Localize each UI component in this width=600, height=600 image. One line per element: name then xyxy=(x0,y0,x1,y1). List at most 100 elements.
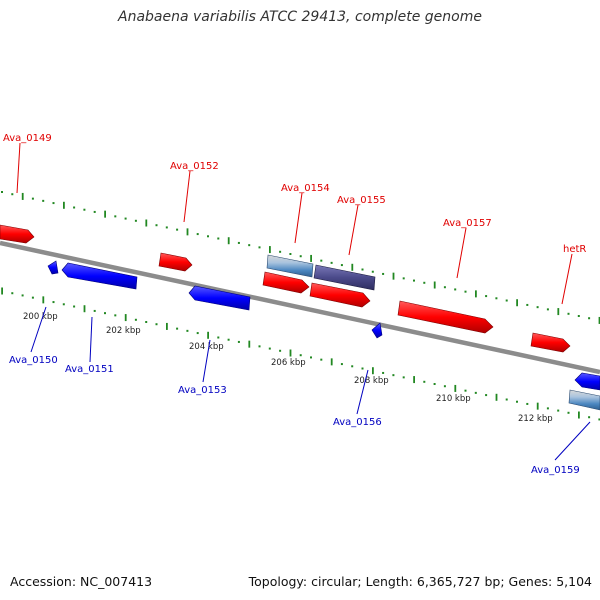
gene-ava-0155[interactable] xyxy=(309,282,371,308)
outer-minor-tick xyxy=(155,224,158,227)
outer-minor-tick xyxy=(567,312,570,315)
genome-summary-text: Topology: circular; Length: 6,365,727 bp… xyxy=(248,574,592,589)
inner-major-tick xyxy=(495,393,498,401)
gene-ava-0154-rna[interactable] xyxy=(266,254,314,278)
outer-major-tick xyxy=(63,201,65,209)
outer-minor-tick xyxy=(258,246,261,249)
leader-ava-0157 xyxy=(456,227,467,279)
inner-minor-tick xyxy=(588,416,591,419)
outer-minor-tick xyxy=(165,226,168,229)
inner-minor-tick xyxy=(505,398,508,401)
gene-ava-0157[interactable] xyxy=(397,300,494,334)
outer-minor-tick xyxy=(299,255,302,258)
outer-minor-tick xyxy=(1,191,3,193)
inner-minor-tick xyxy=(485,394,488,397)
inner-minor-tick xyxy=(31,296,34,299)
outer-minor-tick xyxy=(217,237,220,240)
gene-ava-0152[interactable] xyxy=(158,252,193,272)
outer-major-tick xyxy=(433,281,436,289)
gene-ava-0154[interactable] xyxy=(262,271,310,294)
inner-minor-tick xyxy=(196,332,199,335)
inner-minor-tick xyxy=(340,363,343,366)
label-hetr: hetR xyxy=(563,244,586,255)
outer-minor-tick xyxy=(443,286,446,289)
inner-major-tick xyxy=(124,314,127,322)
scale-label-212: 212 kbp xyxy=(518,414,553,424)
gene-ava-0153[interactable] xyxy=(188,285,251,311)
outer-minor-tick xyxy=(464,290,467,293)
gene-ava-0149[interactable] xyxy=(0,224,35,244)
map-title: Anabaena variabilis ATCC 29413, complete… xyxy=(118,9,482,25)
leader-ava-0153 xyxy=(202,339,211,383)
inner-major-tick xyxy=(289,349,292,357)
inner-minor-tick xyxy=(443,385,446,388)
leader-ava-0150 xyxy=(30,306,47,353)
outer-minor-tick xyxy=(248,244,251,247)
gene-ava-0151[interactable] xyxy=(61,262,138,290)
scale-label-202: 202 kbp xyxy=(106,326,141,336)
inner-minor-tick xyxy=(134,318,137,321)
outer-minor-tick xyxy=(320,259,323,262)
gene-ava-0159-rna[interactable] xyxy=(568,389,600,411)
outer-major-tick xyxy=(269,246,271,254)
outer-minor-tick xyxy=(577,315,580,318)
outer-minor-tick xyxy=(124,217,127,220)
inner-major-tick xyxy=(330,358,333,366)
outer-minor-tick xyxy=(495,297,498,300)
leader-lines xyxy=(16,142,591,461)
label-ava-0159: Ava_0159 xyxy=(531,465,580,476)
outer-major-tick xyxy=(351,263,354,271)
outer-minor-tick xyxy=(73,206,76,209)
gene-ava-0159[interactable] xyxy=(574,372,600,391)
inner-minor-tick xyxy=(433,383,436,386)
outer-minor-tick xyxy=(382,272,385,275)
outer-minor-tick xyxy=(11,193,14,196)
label-ava-0152: Ava_0152 xyxy=(170,161,219,172)
inner-major-tick xyxy=(207,331,209,339)
outer-minor-tick xyxy=(114,215,117,218)
outer-major-tick xyxy=(598,316,600,324)
genome-backbone xyxy=(0,240,600,375)
label-ava-0155: Ava_0155 xyxy=(337,195,386,206)
gene-ava-0156[interactable] xyxy=(371,322,383,339)
outer-minor-tick xyxy=(402,277,405,280)
inner-minor-tick xyxy=(423,380,426,383)
leader-ava-0156 xyxy=(356,369,369,415)
outer-tick-row xyxy=(1,191,600,324)
inner-minor-tick xyxy=(516,400,518,403)
leader-ava-0155 xyxy=(348,204,359,256)
outer-major-tick xyxy=(475,290,477,298)
label-ava-0151: Ava_0151 xyxy=(65,364,114,375)
outer-minor-tick xyxy=(485,295,488,298)
outer-minor-tick xyxy=(42,199,45,202)
outer-minor-tick xyxy=(588,317,591,320)
outer-minor-tick xyxy=(454,288,457,291)
inner-minor-tick xyxy=(474,391,477,394)
leader-ava-0154 xyxy=(294,192,303,244)
gene-ava-0150[interactable] xyxy=(47,260,59,275)
inner-minor-tick xyxy=(299,354,302,357)
inner-minor-tick xyxy=(145,321,148,324)
outer-minor-tick xyxy=(52,202,55,205)
gene-ava-0155-pseudo[interactable] xyxy=(313,264,376,291)
inner-minor-tick xyxy=(392,374,395,377)
outer-major-tick xyxy=(516,299,518,307)
outer-minor-tick xyxy=(505,299,508,302)
leader-hetr xyxy=(561,253,573,305)
inner-major-tick xyxy=(578,411,580,419)
outer-minor-tick xyxy=(413,279,415,282)
inner-minor-tick xyxy=(104,312,106,315)
inner-minor-tick xyxy=(557,409,560,412)
gene-hetr[interactable] xyxy=(530,332,571,353)
inner-minor-tick xyxy=(73,305,76,308)
outer-major-tick xyxy=(310,254,312,262)
inner-minor-tick xyxy=(320,358,323,361)
inner-minor-tick xyxy=(464,389,467,392)
inner-minor-tick xyxy=(11,292,14,295)
label-ava-0157: Ava_0157 xyxy=(443,218,492,229)
inner-minor-tick xyxy=(567,411,570,414)
inner-minor-tick xyxy=(52,301,55,304)
inner-major-tick xyxy=(1,287,3,295)
leader-ava-0149 xyxy=(16,142,21,194)
leader-ava-0151 xyxy=(89,316,93,363)
